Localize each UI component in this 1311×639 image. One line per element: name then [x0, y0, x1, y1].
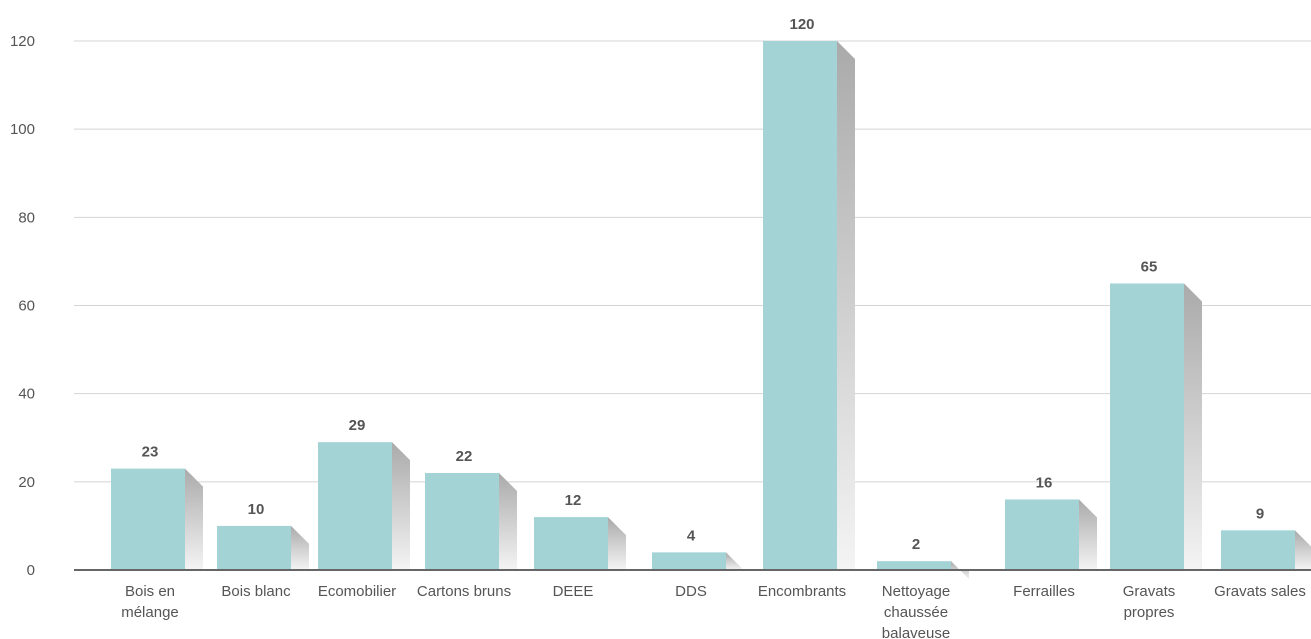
bar-side-shadow — [1184, 283, 1202, 570]
y-tick-label: 0 — [27, 562, 35, 579]
data-label: 4 — [687, 527, 696, 544]
value-labels: 23 10 29 22 12 4 120 2 16 65 9 — [142, 16, 1265, 553]
bar-side-shadow — [1295, 530, 1311, 570]
category-labels: Bois en mélange Bois blanc Ecomobilier Carto… — [121, 583, 1306, 639]
gridlines — [74, 40, 1311, 483]
bar — [763, 41, 837, 570]
x-tick-label: Gravats — [1123, 583, 1176, 600]
data-label: 29 — [349, 417, 366, 434]
x-tick-label: Gravats sales — [1214, 583, 1306, 600]
bar — [877, 561, 951, 570]
x-tick-label: chaussée — [884, 604, 948, 621]
bar-side-shadow — [608, 517, 626, 570]
bar — [318, 442, 392, 570]
x-tick-label: Encombrants — [758, 583, 846, 600]
x-tick-label: mélange — [121, 604, 179, 621]
bar-side-shadow — [726, 552, 744, 571]
x-tick-label: Ecomobilier — [318, 583, 396, 600]
bar-side-shadow — [1079, 499, 1097, 570]
bars — [111, 41, 1311, 580]
bar — [1221, 530, 1295, 570]
x-tick-label: Bois blanc — [221, 583, 291, 600]
bar — [111, 468, 185, 570]
y-tick-label: 60 — [18, 298, 35, 315]
data-label: 12 — [565, 492, 582, 509]
x-tick-label: propres — [1124, 604, 1175, 621]
bar — [534, 517, 608, 570]
x-tick-label: DEEE — [553, 583, 594, 600]
bar — [217, 525, 291, 570]
y-tick-label: 80 — [18, 209, 35, 226]
bar — [652, 552, 726, 570]
x-tick-label: Cartons bruns — [417, 583, 511, 600]
data-label: 10 — [248, 501, 265, 518]
bar — [1110, 283, 1184, 570]
y-tick-label: 20 — [18, 474, 35, 491]
bar-side-shadow — [291, 525, 309, 570]
data-label: 22 — [456, 448, 473, 465]
y-tick-label: 40 — [18, 386, 35, 403]
bar — [425, 473, 499, 570]
bar-side-shadow — [185, 468, 203, 570]
bar-side-shadow — [499, 473, 517, 570]
y-tick-label: 100 — [10, 121, 35, 138]
data-label: 16 — [1036, 474, 1053, 491]
data-label: 2 — [912, 536, 920, 553]
data-label: 65 — [1141, 258, 1158, 275]
x-tick-label: balaveuse — [882, 625, 950, 639]
y-axis-tick-labels: 0 20 40 60 80 100 120 — [10, 33, 35, 579]
data-label: 9 — [1256, 505, 1264, 522]
x-tick-label: Bois en — [125, 583, 175, 600]
y-tick-label: 120 — [10, 33, 35, 50]
x-tick-label: Nettoyage — [882, 583, 950, 600]
x-tick-label: DDS — [675, 583, 707, 600]
bar-side-shadow — [392, 442, 410, 570]
bar-side-shadow — [837, 41, 855, 570]
bar — [1005, 499, 1079, 570]
x-tick-label: Ferrailles — [1013, 583, 1075, 600]
data-label: 120 — [789, 16, 814, 33]
data-label: 23 — [142, 444, 159, 461]
